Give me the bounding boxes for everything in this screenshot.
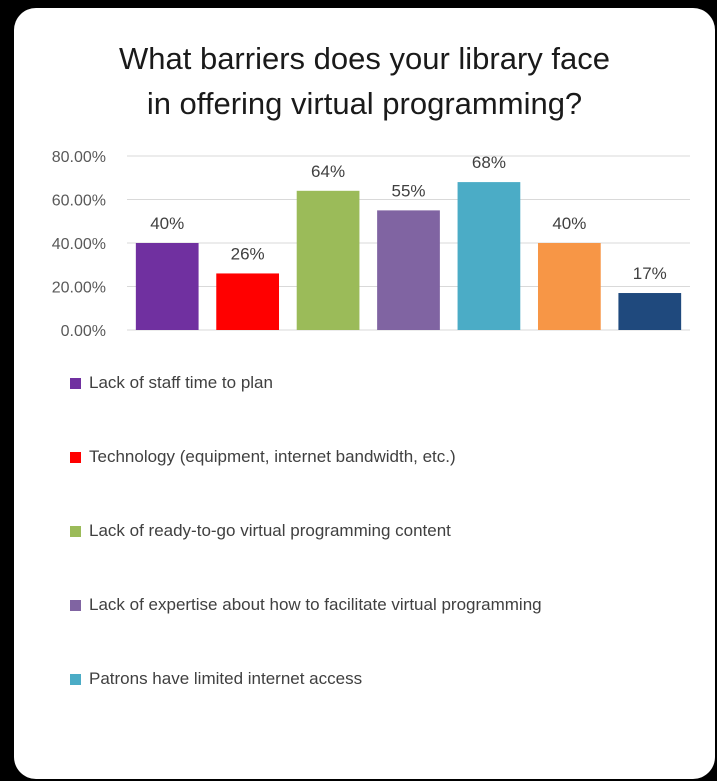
chart-title-line-1: What barriers does your library face (118, 41, 611, 76)
bar (457, 182, 521, 330)
data-label: 17% (633, 264, 667, 283)
legend-swatch (70, 599, 81, 611)
chart-title: What barriers does your library face in … (14, 36, 715, 126)
bar (135, 243, 199, 330)
legend-swatch (70, 451, 81, 463)
y-tick-label: 20.00% (52, 280, 106, 297)
legend-swatch (70, 525, 81, 537)
bar (537, 243, 601, 330)
y-tick-label: 40.00% (52, 236, 106, 253)
data-label: 40% (552, 214, 586, 233)
bar (377, 210, 440, 330)
chart-legend: Lack of staff time to plan Technology (eq… (70, 370, 542, 740)
legend-swatch (70, 673, 81, 685)
y-tick-label: 60.00% (52, 193, 106, 210)
bar-chart: 0.00% 20.00% 40.00% 60.00% 80.00% 40% 26% 64% 55… (52, 149, 690, 340)
legend-item: Lack of expertise about how to facilitat… (70, 592, 542, 618)
legend-label: Lack of staff time to plan (89, 373, 273, 392)
legend-item: Patrons have limited internet access (70, 666, 542, 692)
chart-card: What barriers does your library face in … (14, 8, 715, 779)
legend-label: Lack of ready-to-go virtual programming … (89, 521, 451, 540)
bar (618, 293, 682, 330)
legend-label: Technology (equipment, internet bandwidt… (89, 447, 456, 466)
y-tick-label: 80.00% (52, 149, 106, 166)
bar (296, 190, 360, 330)
data-label: 64% (311, 162, 345, 181)
data-label: 40% (150, 214, 184, 233)
data-label: 55% (391, 181, 425, 200)
chart-title-line-2: in offering virtual programming? (146, 86, 583, 121)
bar (216, 273, 280, 330)
legend-label: Patrons have limited internet access (89, 669, 363, 688)
data-label: 26% (231, 244, 265, 263)
legend-item: Technology (equipment, internet bandwidt… (70, 444, 542, 470)
legend-item: Lack of staff time to plan (70, 370, 542, 396)
data-label: 68% (472, 153, 506, 172)
legend-item: Lack of ready-to-go virtual programming … (70, 518, 542, 544)
legend-swatch (70, 377, 81, 389)
y-tick-label: 0.00% (61, 323, 106, 340)
legend-label: Lack of expertise about how to facilitat… (89, 595, 542, 614)
